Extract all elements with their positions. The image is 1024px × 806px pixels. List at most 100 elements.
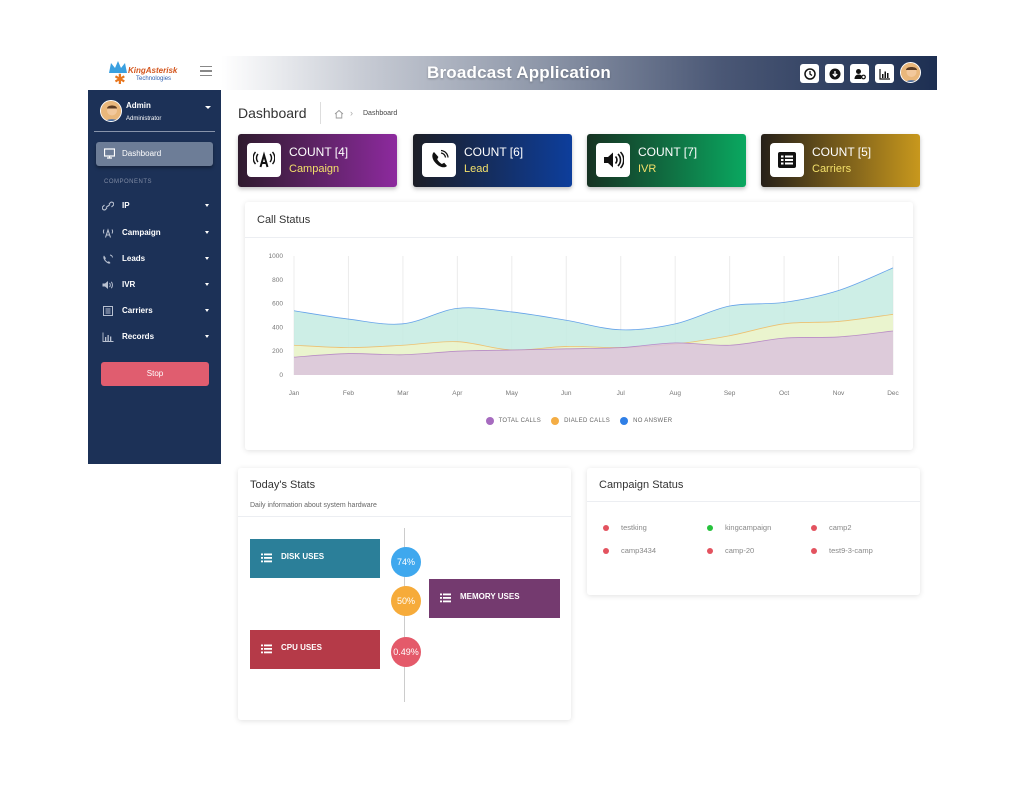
campaign-count-card[interactable]: COUNT [4] Campaign <box>238 134 397 187</box>
monitor-icon <box>104 148 115 159</box>
profile-avatar[interactable] <box>900 62 921 83</box>
sidebar-item-label: Records <box>122 332 155 341</box>
chevron-down-icon <box>205 257 209 260</box>
sidebar-item-label: Carriers <box>122 306 153 315</box>
sidebar-item-ip[interactable]: IP <box>96 196 213 216</box>
sidebar-item-leads[interactable]: Leads <box>96 249 213 269</box>
campaign-name: camp2 <box>829 523 852 532</box>
sidebar-item-label: IP <box>122 201 130 210</box>
stat-label: DISK USES <box>281 552 325 561</box>
x-tick-label: Jan <box>289 390 300 397</box>
card-label: Lead <box>464 163 489 175</box>
divider <box>238 516 571 517</box>
campaign-name: kingcampaign <box>725 523 772 532</box>
legend-item[interactable]: NO ANSWER <box>620 417 672 425</box>
bar-chart-icon <box>878 68 890 80</box>
x-tick-label: Apr <box>452 390 463 397</box>
legend-dot <box>485 417 494 425</box>
series-line <box>293 330 894 358</box>
cpu-uses-value: 0.49% <box>391 637 421 667</box>
crown-icon <box>109 61 127 73</box>
x-tick-label: Dec <box>887 390 899 397</box>
reports-button[interactable] <box>875 64 894 83</box>
sidebar-item-label: Leads <box>122 254 146 263</box>
sidebar-item-carriers[interactable]: Carriers <box>96 301 213 321</box>
ivr-count-card[interactable]: COUNT [7] IVR <box>587 134 746 187</box>
user-settings-button[interactable] <box>850 64 869 83</box>
legend-label: DIALED CALLS <box>564 418 611 424</box>
card-icon-box <box>770 143 804 177</box>
list-icon <box>261 553 272 563</box>
legend-dot <box>551 417 560 425</box>
user-menu[interactable]: Admin Administrator <box>100 100 215 130</box>
breadcrumb-separator: › <box>350 108 353 118</box>
page-title: Dashboard <box>238 105 307 121</box>
card-label: IVR <box>638 163 657 175</box>
carriers-count-card[interactable]: COUNT [5] Carriers <box>761 134 920 187</box>
divider <box>587 501 920 502</box>
x-tick-label: Oct <box>779 390 789 397</box>
x-tick-label: Feb <box>343 390 355 397</box>
clock-icon <box>803 67 816 80</box>
hamburger-menu-icon[interactable] <box>200 66 212 76</box>
memory-uses-value: 50% <box>391 586 421 616</box>
user-name: Admin <box>126 101 151 110</box>
x-tick-label: Aug <box>669 390 681 397</box>
card-label: Campaign <box>289 163 340 175</box>
list-icon <box>440 593 451 603</box>
series-area <box>294 330 893 375</box>
sidebar-item-dashboard[interactable]: Dashboard <box>96 142 213 166</box>
chevron-down-icon <box>205 309 209 312</box>
user-gear-icon <box>854 68 866 79</box>
legend-item[interactable]: TOTAL CALLS <box>485 417 542 425</box>
sidebar-item-ivr[interactable]: IVR <box>96 275 213 295</box>
divider <box>320 102 321 124</box>
memory-uses-stat: MEMORY USES <box>429 579 560 618</box>
status-dot <box>603 525 609 531</box>
card-icon-box <box>422 143 456 177</box>
campaign-name: camp-20 <box>725 546 755 555</box>
status-dot <box>603 548 609 554</box>
top-bar: Broadcast Application <box>221 56 937 90</box>
status-dot <box>707 525 713 531</box>
y-tick-label: 0 <box>279 372 283 379</box>
status-dot <box>811 548 817 554</box>
legend-item[interactable]: DIALED CALLS <box>551 417 610 425</box>
campaign-name: camp3434 <box>621 546 657 555</box>
series-line <box>293 313 894 351</box>
panel-subtitle: Daily information about system hardware <box>250 502 377 509</box>
status-dot <box>707 548 713 554</box>
stat-label: MEMORY USES <box>460 592 520 601</box>
sidebar: Admin Administrator Dashboard COMPONENTS… <box>88 90 221 464</box>
sidebar-item-records[interactable]: Records <box>96 327 213 347</box>
stop-button[interactable]: Stop <box>101 362 209 386</box>
card-icon-box <box>247 143 281 177</box>
breadcrumb[interactable]: Dashboard <box>363 110 398 117</box>
section-label: COMPONENTS <box>104 179 153 185</box>
link-icon <box>102 201 114 211</box>
antenna-icon <box>253 151 275 168</box>
card-icon-box <box>596 143 630 177</box>
call-status-panel: Call Status 0 200 400 600 800 1000 Jan Feb Mar Ap… <box>245 202 913 450</box>
home-icon[interactable] <box>334 109 344 119</box>
avatar-icon <box>101 101 121 121</box>
clock-button[interactable] <box>800 64 819 83</box>
download-icon <box>829 68 840 79</box>
download-button[interactable] <box>825 64 844 83</box>
x-tick-label: Jun <box>561 390 572 397</box>
lead-count-card[interactable]: COUNT [6] Lead <box>413 134 572 187</box>
sidebar-item-campaign[interactable]: Campaign <box>96 223 213 243</box>
x-tick-label: Nov <box>833 390 845 397</box>
x-tick-label: Sep <box>724 390 736 397</box>
sidebar-item-label: Dashboard <box>122 149 162 158</box>
divider <box>94 131 215 132</box>
y-tick-label: 200 <box>272 348 283 355</box>
cpu-uses-stat: CPU USES <box>250 630 380 669</box>
speaker-icon <box>102 281 113 289</box>
logo-area: ✱ KingAsterisk Technologies <box>88 56 221 90</box>
card-label: Carriers <box>812 163 852 175</box>
sidebar-item-label: Campaign <box>122 228 161 237</box>
company-logo[interactable]: ✱ KingAsterisk Technologies <box>106 58 178 88</box>
y-tick-label: 400 <box>272 324 283 331</box>
